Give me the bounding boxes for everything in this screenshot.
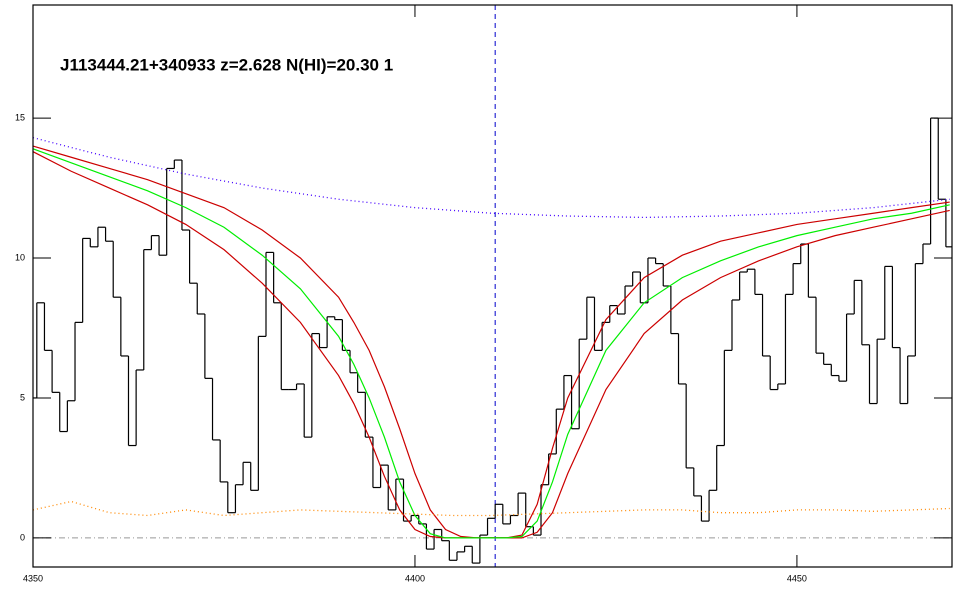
y-tick-label: 15 [15,112,25,122]
y-tick-label: 0 [20,532,25,542]
fit-curve [32,148,950,539]
y-tick-label: 10 [15,252,25,262]
y-tick-label: 5 [20,392,25,402]
plot-frame [32,4,953,568]
chart-title: J113444.21+340933 z=2.628 N(HI)=20.30 1 [60,55,393,74]
x-tick-label: 4350 [23,573,43,583]
x-tick-label: 4400 [405,573,425,583]
fit-curve [32,145,950,539]
x-tick-label: 4450 [787,573,807,583]
